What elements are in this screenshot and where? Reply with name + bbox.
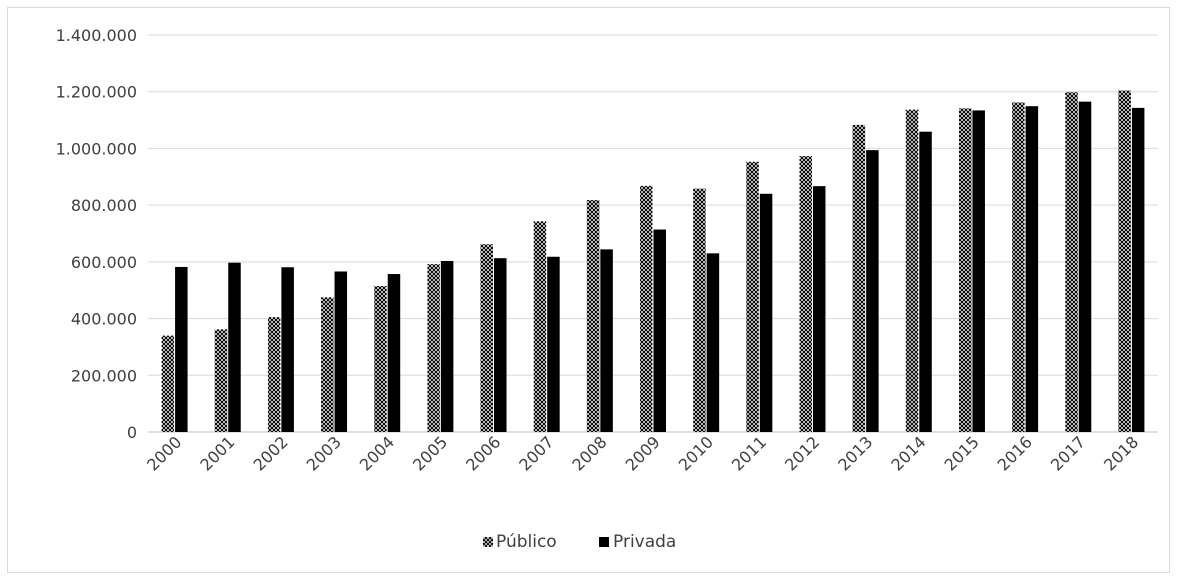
x-tick-label: 2002 bbox=[249, 432, 291, 474]
bar-privada bbox=[1025, 106, 1039, 433]
x-tick-label: 2011 bbox=[728, 432, 770, 474]
y-tick-label: 600.000 bbox=[71, 253, 137, 272]
bar-publico bbox=[427, 264, 440, 432]
bar-publico bbox=[852, 124, 866, 432]
x-tick-label: 2007 bbox=[515, 432, 557, 474]
bar-publico bbox=[640, 185, 653, 432]
x-tick-label: 2003 bbox=[303, 432, 345, 474]
bar-publico bbox=[693, 188, 706, 432]
bar-publico bbox=[1118, 90, 1131, 432]
x-tick-label: 2001 bbox=[196, 432, 238, 474]
x-tick-label: 2015 bbox=[941, 432, 983, 474]
x-tick-label: 2010 bbox=[675, 432, 717, 474]
bar-privada bbox=[281, 267, 294, 432]
legend-label-publico: Público bbox=[496, 532, 557, 552]
y-tick-label: 0 bbox=[127, 423, 137, 442]
bars bbox=[161, 90, 1145, 433]
legend-label-privada: Privada bbox=[613, 532, 676, 552]
legend-swatch-privada bbox=[599, 537, 609, 547]
bar-privada bbox=[759, 193, 773, 432]
y-tick-label: 800.000 bbox=[71, 196, 137, 215]
y-tick-label: 1.400.000 bbox=[56, 26, 137, 45]
bar-publico bbox=[1012, 102, 1025, 433]
bar-privada bbox=[919, 131, 932, 432]
bar-privada bbox=[1131, 107, 1145, 432]
y-tick-label: 400.000 bbox=[71, 310, 137, 329]
bar-privada bbox=[1078, 101, 1092, 432]
x-tick-label: 2012 bbox=[781, 432, 823, 474]
bar-publico bbox=[905, 109, 919, 432]
y-tick-label: 1.000.000 bbox=[56, 139, 137, 158]
bar-publico bbox=[374, 285, 387, 432]
bar-privada bbox=[812, 186, 826, 432]
x-tick-label: 2004 bbox=[356, 432, 398, 474]
bar-privada bbox=[972, 110, 985, 433]
y-axis-tick-labels: 0 200.000 400.000 600.000 800.000 1.000.000 1.… bbox=[56, 26, 137, 442]
bar-publico bbox=[161, 335, 175, 432]
legend: Público Privada bbox=[483, 532, 676, 552]
bar-privada bbox=[228, 262, 241, 432]
bar-publico bbox=[267, 317, 281, 432]
x-tick-label: 2016 bbox=[994, 432, 1036, 474]
bar-publico bbox=[214, 329, 228, 432]
bar-publico bbox=[321, 297, 334, 432]
bar-privada bbox=[387, 274, 401, 432]
x-axis-tick-labels: 2000 2001 2002 2003 2004 2005 2006 2007 2008 2009… bbox=[143, 432, 1142, 474]
x-tick-label: 2017 bbox=[1047, 432, 1089, 474]
x-tick-label: 2013 bbox=[834, 432, 876, 474]
bar-publico bbox=[799, 156, 812, 432]
y-tick-label: 1.200.000 bbox=[56, 83, 137, 102]
x-tick-label: 2005 bbox=[409, 432, 451, 474]
bar-publico bbox=[1065, 92, 1078, 432]
bar-privada bbox=[175, 266, 188, 432]
gridlines bbox=[148, 34, 1158, 433]
bar-publico bbox=[586, 200, 600, 432]
x-tick-label: 2000 bbox=[143, 432, 185, 474]
bar-privada bbox=[547, 256, 560, 432]
bar-publico bbox=[533, 221, 547, 432]
bar-privada bbox=[653, 229, 666, 432]
bar-privada bbox=[866, 150, 879, 432]
bar-publico bbox=[746, 161, 759, 433]
legend-swatch-publico bbox=[483, 537, 493, 547]
bar-publico bbox=[480, 244, 494, 432]
x-tick-label: 2018 bbox=[1100, 432, 1142, 474]
bar-privada bbox=[494, 258, 507, 432]
y-tick-label: 200.000 bbox=[71, 366, 137, 385]
bar-privada bbox=[600, 249, 613, 432]
x-tick-label: 2014 bbox=[887, 432, 929, 474]
x-tick-label: 2009 bbox=[622, 432, 664, 474]
bar-publico bbox=[958, 108, 972, 432]
x-tick-label: 2006 bbox=[462, 432, 504, 474]
bar-privada bbox=[334, 271, 348, 432]
bar-privada bbox=[706, 253, 720, 432]
x-tick-label: 2008 bbox=[568, 432, 610, 474]
bar-privada bbox=[440, 261, 454, 432]
